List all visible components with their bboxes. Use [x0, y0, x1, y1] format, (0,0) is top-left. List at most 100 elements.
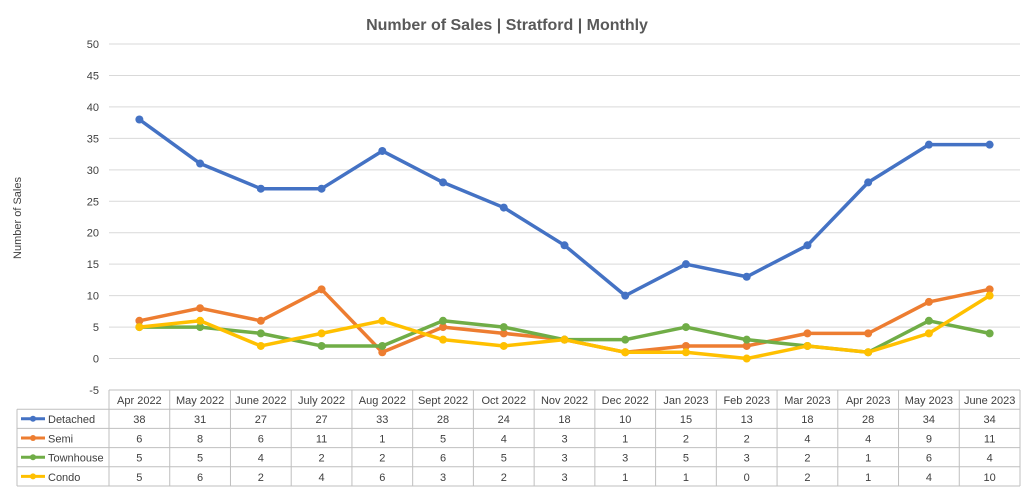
data-point [621, 348, 630, 357]
data-table-value: 6 [926, 453, 932, 465]
data-table-value: 2 [683, 433, 689, 445]
series-detached [135, 115, 994, 300]
data-point [135, 115, 144, 124]
y-tick-label: 45 [87, 70, 99, 82]
data-table-value: 31 [194, 414, 206, 426]
data-table-value: 4 [926, 472, 932, 484]
x-category-label: Oct 2022 [481, 395, 526, 407]
data-point [560, 241, 569, 250]
data-point [317, 285, 326, 294]
data-point [985, 285, 994, 294]
data-point [196, 316, 205, 325]
data-table-value: 5 [501, 453, 507, 465]
data-point [196, 159, 205, 168]
data-point [317, 329, 326, 338]
x-category-label: May 2023 [905, 395, 953, 407]
data-table-value: 24 [498, 414, 510, 426]
data-table-value: 6 [258, 433, 264, 445]
data-point [681, 323, 690, 332]
x-category-label: Jan 2023 [663, 395, 708, 407]
data-table-value: 5 [136, 472, 142, 484]
data-point [317, 341, 326, 350]
data-table-value: 28 [862, 414, 874, 426]
data-point [378, 146, 387, 155]
data-table-value: 5 [683, 453, 689, 465]
data-point [378, 348, 387, 357]
data-table-value: 38 [133, 414, 145, 426]
legend-entry: Townhouse [48, 453, 104, 465]
data-table-value: 5 [136, 453, 142, 465]
data-table-value: 4 [987, 453, 993, 465]
data-point [256, 184, 265, 193]
legend-key-marker [30, 454, 36, 461]
data-point [803, 329, 812, 338]
data-point [864, 348, 873, 357]
data-table-value: 3 [744, 453, 750, 465]
data-table-value: 1 [683, 472, 689, 484]
y-tick-label: 0 [93, 354, 99, 366]
data-table-value: 2 [258, 472, 264, 484]
data-point [924, 316, 933, 325]
data-table-value: 11 [984, 433, 995, 445]
data-point [985, 291, 994, 300]
data-point [256, 316, 265, 325]
data-point [499, 323, 508, 332]
data-table-value: 9 [926, 433, 932, 445]
data-point [256, 329, 265, 338]
data-table-value: 18 [801, 414, 813, 426]
data-point [317, 184, 326, 193]
data-point [681, 341, 690, 350]
data-point [621, 335, 630, 344]
data-table-value: 2 [744, 433, 750, 445]
data-table-value: 15 [680, 414, 692, 426]
data-table-value: 4 [865, 433, 871, 445]
data-table-value: 27 [315, 414, 327, 426]
data-table-value: 13 [741, 414, 753, 426]
data-point [924, 140, 933, 149]
data-point [499, 329, 508, 338]
data-point [742, 272, 751, 281]
data-table-value: 3 [440, 472, 446, 484]
data-point [135, 316, 144, 325]
data-table-value: 33 [376, 414, 388, 426]
data-table: Apr 2022 May 2022 June 2022 July 2022 Aug 20… [16, 389, 1021, 487]
x-category-label: Aug 2022 [359, 395, 406, 407]
data-point [196, 304, 205, 313]
data-table-value: 2 [804, 472, 810, 484]
data-point [196, 323, 205, 332]
data-table-value: 5 [197, 453, 203, 465]
data-table-value: 1 [865, 453, 871, 465]
data-point [985, 329, 994, 338]
data-point [681, 260, 690, 269]
y-tick-label: 20 [87, 228, 99, 240]
chart-title: Number of Sales | Stratford | Monthly [366, 17, 648, 34]
data-table-value: 3 [561, 433, 567, 445]
x-category-label: May 2022 [176, 395, 224, 407]
data-table-value: 1 [622, 433, 628, 445]
data-table-value: 3 [561, 472, 567, 484]
data-point [560, 335, 569, 344]
legend-key-marker [30, 473, 36, 480]
data-point [499, 203, 508, 212]
data-point [378, 316, 387, 325]
data-table-value: 6 [379, 472, 385, 484]
data-point [985, 140, 994, 149]
data-table-value: 1 [865, 472, 871, 484]
data-table-value: 10 [984, 472, 996, 484]
data-table-value: 6 [440, 453, 446, 465]
series-condo [135, 291, 994, 363]
x-category-label: Apr 2022 [117, 395, 162, 407]
x-category-label: Nov 2022 [541, 395, 588, 407]
data-table-value: 2 [804, 453, 810, 465]
data-point [681, 348, 690, 357]
data-table-value: 4 [501, 433, 507, 445]
data-point [439, 323, 448, 332]
x-category-label: Mar 2023 [784, 395, 830, 407]
data-point [742, 335, 751, 344]
data-table-value: 34 [984, 414, 996, 426]
legend-entry: Semi [48, 433, 73, 445]
y-tick-label: 35 [87, 133, 99, 145]
data-table-value: 18 [558, 414, 570, 426]
legend-entry: Condo [48, 472, 80, 484]
